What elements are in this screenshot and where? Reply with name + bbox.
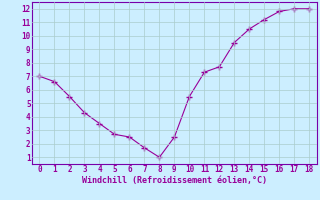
X-axis label: Windchill (Refroidissement éolien,°C): Windchill (Refroidissement éolien,°C) [82,176,267,185]
